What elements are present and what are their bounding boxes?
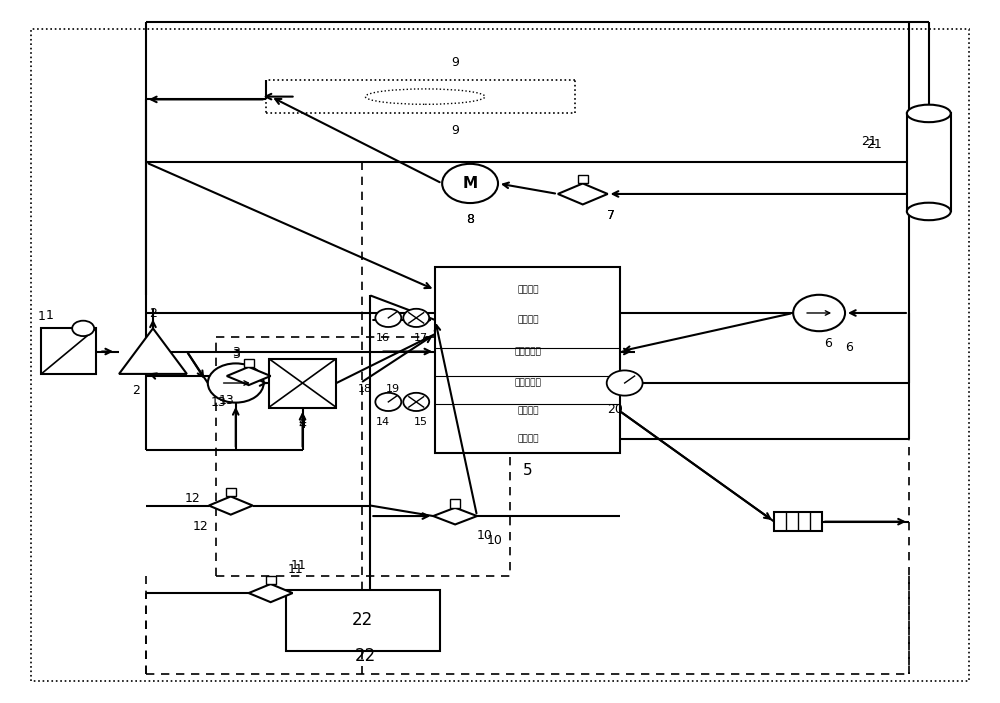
Bar [266,576,276,584]
Bar [450,499,460,508]
Text: 13: 13 [211,396,227,408]
Bar [578,175,588,183]
Polygon shape [209,496,253,515]
Text: 14: 14 [376,418,390,427]
Polygon shape [227,367,271,385]
Ellipse shape [907,202,951,220]
Polygon shape [558,183,608,205]
Text: 3: 3 [232,347,240,361]
Text: M: M [463,176,478,191]
Polygon shape [249,584,293,602]
Text: 8: 8 [466,213,474,226]
Text: 7: 7 [607,209,615,222]
Text: 18: 18 [358,384,372,394]
Text: 1: 1 [37,311,45,323]
Bar [435,267,620,453]
Text: 9: 9 [451,124,459,137]
Text: 3: 3 [232,345,240,359]
Text: 12: 12 [193,520,209,533]
Circle shape [607,370,643,396]
Bar [774,512,822,531]
Text: 16: 16 [376,333,390,343]
Bar [244,359,254,367]
Circle shape [208,363,264,403]
Text: 2: 2 [132,385,140,397]
Polygon shape [119,328,187,374]
Bar [226,488,236,496]
Text: 4: 4 [299,415,306,427]
Text: 12: 12 [185,492,201,505]
Text: 空气入口: 空气入口 [517,316,539,325]
Text: 13: 13 [219,394,235,406]
Text: 17: 17 [414,333,428,343]
Circle shape [375,309,401,327]
Bar [907,113,951,212]
Circle shape [375,393,401,411]
Text: 冷却液出口: 冷却液出口 [514,378,541,387]
Text: 2: 2 [149,307,157,320]
Bar [41,328,96,374]
Text: 7: 7 [607,209,615,222]
Bar [286,590,440,651]
Ellipse shape [907,105,951,122]
Circle shape [793,295,845,331]
Circle shape [403,309,429,327]
Text: 9: 9 [451,56,459,70]
Text: 氢气入口: 氢气入口 [517,285,539,295]
Text: 6: 6 [845,341,853,354]
Text: 氢气出口: 氢气出口 [517,434,539,444]
Text: 11: 11 [288,562,303,576]
Text: 21: 21 [866,138,882,151]
Text: 22: 22 [355,647,376,665]
Text: 空气出口: 空气出口 [517,406,539,415]
Text: 21: 21 [861,135,877,148]
Text: 8: 8 [466,213,474,226]
Text: 6: 6 [824,337,832,351]
Text: 10: 10 [477,529,493,541]
Polygon shape [433,508,477,524]
Text: 20: 20 [607,403,623,415]
Circle shape [442,164,498,203]
Text: 4: 4 [299,418,306,431]
Bar [269,359,336,408]
Text: 冷却液入口: 冷却液入口 [514,347,541,356]
Text: 19: 19 [386,384,400,394]
Text: 15: 15 [414,418,428,427]
Circle shape [72,321,94,336]
Text: 5: 5 [523,463,533,478]
Circle shape [403,393,429,411]
Text: 1: 1 [45,309,53,322]
Text: 22: 22 [352,612,373,629]
Text: 11: 11 [291,559,306,572]
Text: 10: 10 [487,534,503,546]
